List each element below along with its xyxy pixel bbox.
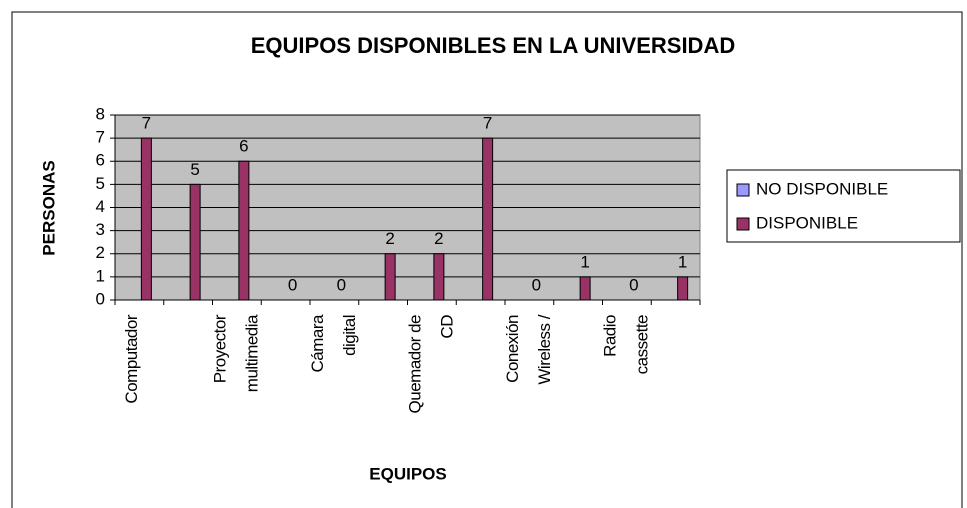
y-tick-label: 2 (96, 243, 105, 262)
y-tick-label: 3 (96, 220, 105, 239)
legend-label: NO DISPONIBLE (756, 179, 888, 198)
y-tick-label: 4 (96, 197, 105, 216)
y-tick-label: 1 (96, 266, 105, 285)
data-label: 6 (239, 137, 248, 156)
y-tick-label: 8 (96, 104, 105, 123)
bar (140, 137, 152, 301)
y-axis-title: PERSONAS (39, 160, 58, 255)
bar (433, 253, 445, 301)
bar (189, 183, 201, 301)
x-tick-label: Radio (600, 315, 619, 357)
data-label: 0 (337, 275, 346, 294)
x-tick-label: Computador (122, 314, 141, 403)
y-tick-label: 5 (96, 174, 105, 193)
legend-label: DISPONIBLE (756, 213, 858, 232)
x-tick-label: cassette (632, 315, 651, 374)
x-tick-label: Wireless / (535, 314, 554, 384)
chart-title: EQUIPOS DISPONIBLES EN LA UNIVERSIDAD (251, 33, 735, 58)
data-label: 2 (385, 229, 394, 248)
data-label: 7 (483, 114, 492, 133)
x-tick-label: digital (340, 315, 359, 356)
x-tick-label: CD (437, 315, 456, 339)
legend-swatch (736, 217, 750, 231)
data-label: 5 (190, 160, 199, 179)
bar (238, 160, 250, 301)
x-tick-label: Cámara (308, 314, 327, 373)
data-label: 2 (434, 229, 443, 248)
data-label: 7 (142, 114, 151, 133)
data-label: 1 (580, 252, 589, 271)
x-axis-title: EQUIPOS (369, 464, 446, 483)
bar (677, 276, 689, 301)
y-tick-label: 7 (96, 128, 105, 147)
bar (384, 253, 396, 301)
legend-swatch (736, 183, 750, 197)
y-tick-label: 6 (96, 151, 105, 170)
x-tick-label: Proyector (210, 314, 229, 383)
x-tick-label: Conexión (503, 315, 522, 383)
y-tick-label: 0 (96, 289, 105, 308)
x-tick-label: multimedia (242, 314, 261, 392)
x-tick-label: Quemador de (405, 315, 424, 413)
legend-box (726, 169, 961, 243)
data-label: 0 (629, 275, 638, 294)
bar (482, 137, 494, 301)
data-label: 0 (532, 275, 541, 294)
bar (579, 276, 591, 301)
data-label: 1 (678, 252, 687, 271)
data-label: 0 (288, 275, 297, 294)
